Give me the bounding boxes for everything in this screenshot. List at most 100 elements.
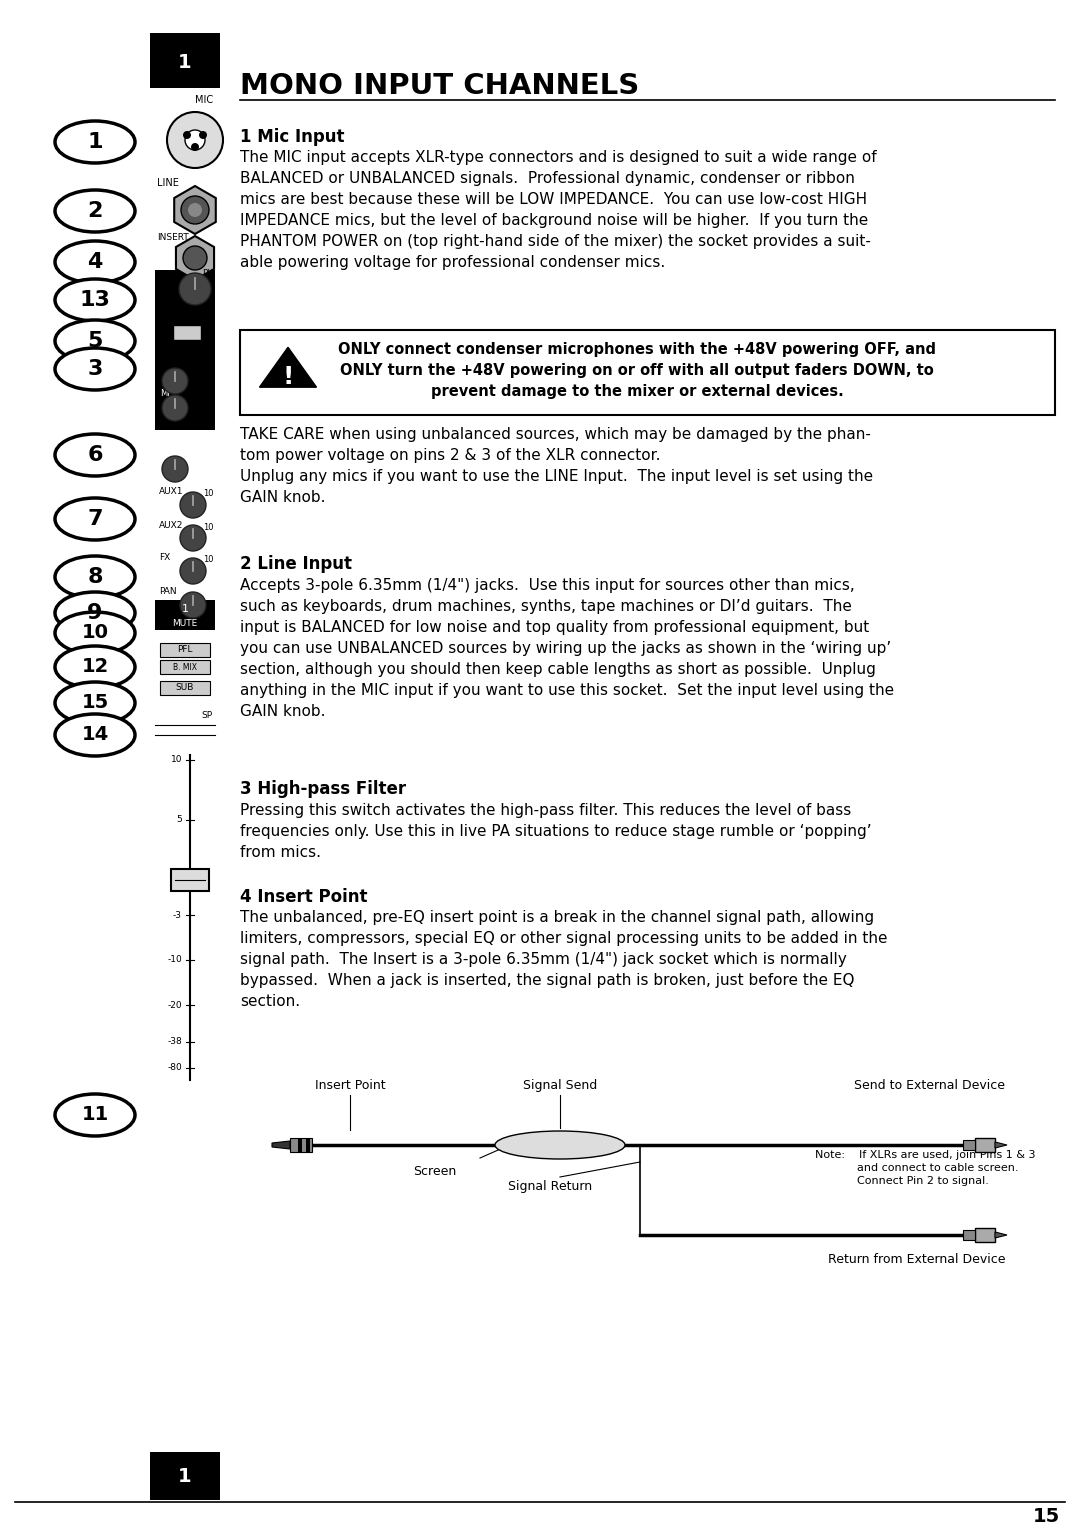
Text: 5: 5 xyxy=(87,332,103,351)
FancyBboxPatch shape xyxy=(975,1229,995,1242)
Text: 1: 1 xyxy=(178,52,192,72)
Text: AUX2: AUX2 xyxy=(159,521,184,530)
Text: 9: 9 xyxy=(87,604,103,623)
Ellipse shape xyxy=(55,681,135,724)
Text: 1 Mic Input: 1 Mic Input xyxy=(240,128,345,147)
Circle shape xyxy=(181,196,210,225)
Text: LINE: LINE xyxy=(157,177,179,188)
FancyBboxPatch shape xyxy=(173,325,201,341)
Text: MUTE: MUTE xyxy=(173,619,198,628)
Text: 4: 4 xyxy=(87,252,103,272)
Text: Accepts 3-pole 6.35mm (1/4") jacks.  Use this input for sources other than mics,: Accepts 3-pole 6.35mm (1/4") jacks. Use … xyxy=(240,578,894,720)
Ellipse shape xyxy=(55,646,135,688)
Text: The MIC input accepts XLR-type connectors and is designed to suit a wide range o: The MIC input accepts XLR-type connector… xyxy=(240,150,877,270)
Text: 12: 12 xyxy=(81,657,109,677)
Text: LF: LF xyxy=(160,449,170,457)
Text: Note:    If XLRs are used, join Pins 1 & 3
            and connect to cable scre: Note: If XLRs are used, join Pins 1 & 3 … xyxy=(815,1151,1036,1186)
Ellipse shape xyxy=(55,591,135,634)
Circle shape xyxy=(183,246,207,270)
FancyBboxPatch shape xyxy=(975,1138,995,1152)
Text: -3: -3 xyxy=(173,911,183,920)
FancyBboxPatch shape xyxy=(150,1452,220,1500)
Text: SP: SP xyxy=(202,711,213,720)
Text: Screen: Screen xyxy=(414,1164,457,1178)
Text: HF: HF xyxy=(160,362,172,371)
Text: 1: 1 xyxy=(181,604,189,614)
Text: 14: 14 xyxy=(81,726,109,744)
Text: PFL: PFL xyxy=(177,645,192,654)
Text: 15: 15 xyxy=(204,348,213,354)
Text: 1: 1 xyxy=(87,131,103,151)
Text: TAKE CARE when using unbalanced sources, which may be damaged by the phan-
tom p: TAKE CARE when using unbalanced sources,… xyxy=(240,426,873,504)
Text: 3: 3 xyxy=(87,359,103,379)
Text: 8: 8 xyxy=(87,567,103,587)
Text: -10: -10 xyxy=(167,955,183,964)
Text: 10: 10 xyxy=(203,489,214,498)
Text: 10: 10 xyxy=(171,755,183,764)
Text: 2: 2 xyxy=(87,202,103,222)
Text: Return from External Device: Return from External Device xyxy=(827,1253,1005,1267)
FancyBboxPatch shape xyxy=(160,681,210,695)
Circle shape xyxy=(180,558,206,584)
Text: 4 Insert Point: 4 Insert Point xyxy=(240,888,367,906)
Text: ONLY connect condenser microphones with the +48V powering OFF, and
ONLY turn the: ONLY connect condenser microphones with … xyxy=(338,342,936,399)
Ellipse shape xyxy=(55,348,135,390)
Text: AUX1: AUX1 xyxy=(159,487,184,497)
Text: PAN: PAN xyxy=(159,587,177,596)
Text: Send to External Device: Send to External Device xyxy=(854,1079,1005,1093)
Ellipse shape xyxy=(55,241,135,283)
Text: LINE  0  -15: LINE 0 -15 xyxy=(157,313,201,322)
Text: 15: 15 xyxy=(1032,1508,1059,1526)
Ellipse shape xyxy=(55,498,135,539)
Text: MONO INPUT CHANNELS: MONO INPUT CHANNELS xyxy=(240,72,639,99)
Ellipse shape xyxy=(55,280,135,321)
FancyBboxPatch shape xyxy=(963,1140,975,1151)
Ellipse shape xyxy=(55,714,135,756)
Polygon shape xyxy=(272,1141,291,1149)
Text: 2 Line Input: 2 Line Input xyxy=(240,555,352,573)
Circle shape xyxy=(180,492,206,518)
FancyBboxPatch shape xyxy=(160,660,210,674)
Circle shape xyxy=(180,526,206,552)
Circle shape xyxy=(162,455,188,481)
Circle shape xyxy=(179,274,211,306)
FancyBboxPatch shape xyxy=(291,1138,312,1152)
Text: Insert Point: Insert Point xyxy=(314,1079,386,1093)
Text: 15: 15 xyxy=(81,694,109,712)
Polygon shape xyxy=(995,1141,1007,1148)
Text: -80: -80 xyxy=(167,1063,183,1073)
Text: 9: 9 xyxy=(208,358,213,364)
Circle shape xyxy=(183,131,191,139)
Text: 10: 10 xyxy=(203,523,214,532)
Circle shape xyxy=(199,131,207,139)
Text: 100%: 100% xyxy=(191,318,213,327)
Ellipse shape xyxy=(55,319,135,362)
FancyBboxPatch shape xyxy=(963,1230,975,1241)
Text: 0: 0 xyxy=(176,876,183,885)
Text: 11: 11 xyxy=(81,1105,109,1125)
Circle shape xyxy=(180,591,206,617)
Circle shape xyxy=(162,368,188,394)
Text: !: ! xyxy=(282,365,294,390)
Ellipse shape xyxy=(55,189,135,232)
Polygon shape xyxy=(995,1232,1007,1238)
FancyBboxPatch shape xyxy=(240,330,1055,416)
FancyBboxPatch shape xyxy=(150,34,220,89)
FancyBboxPatch shape xyxy=(156,601,215,630)
Text: Pressing this switch activates the high-pass filter. This reduces the level of b: Pressing this switch activates the high-… xyxy=(240,804,872,860)
Text: 10: 10 xyxy=(203,556,214,564)
Text: -20: -20 xyxy=(167,1001,183,1010)
Text: 6: 6 xyxy=(87,445,103,465)
FancyBboxPatch shape xyxy=(156,270,215,429)
Ellipse shape xyxy=(55,121,135,163)
Ellipse shape xyxy=(55,556,135,597)
Circle shape xyxy=(185,130,205,150)
Text: 5: 5 xyxy=(176,816,183,825)
Text: -38: -38 xyxy=(167,1038,183,1047)
Text: 3: 3 xyxy=(208,365,213,371)
Ellipse shape xyxy=(495,1131,625,1160)
Text: B. MIX: B. MIX xyxy=(173,663,197,671)
Circle shape xyxy=(162,396,188,422)
Polygon shape xyxy=(259,347,316,387)
Circle shape xyxy=(167,112,222,168)
